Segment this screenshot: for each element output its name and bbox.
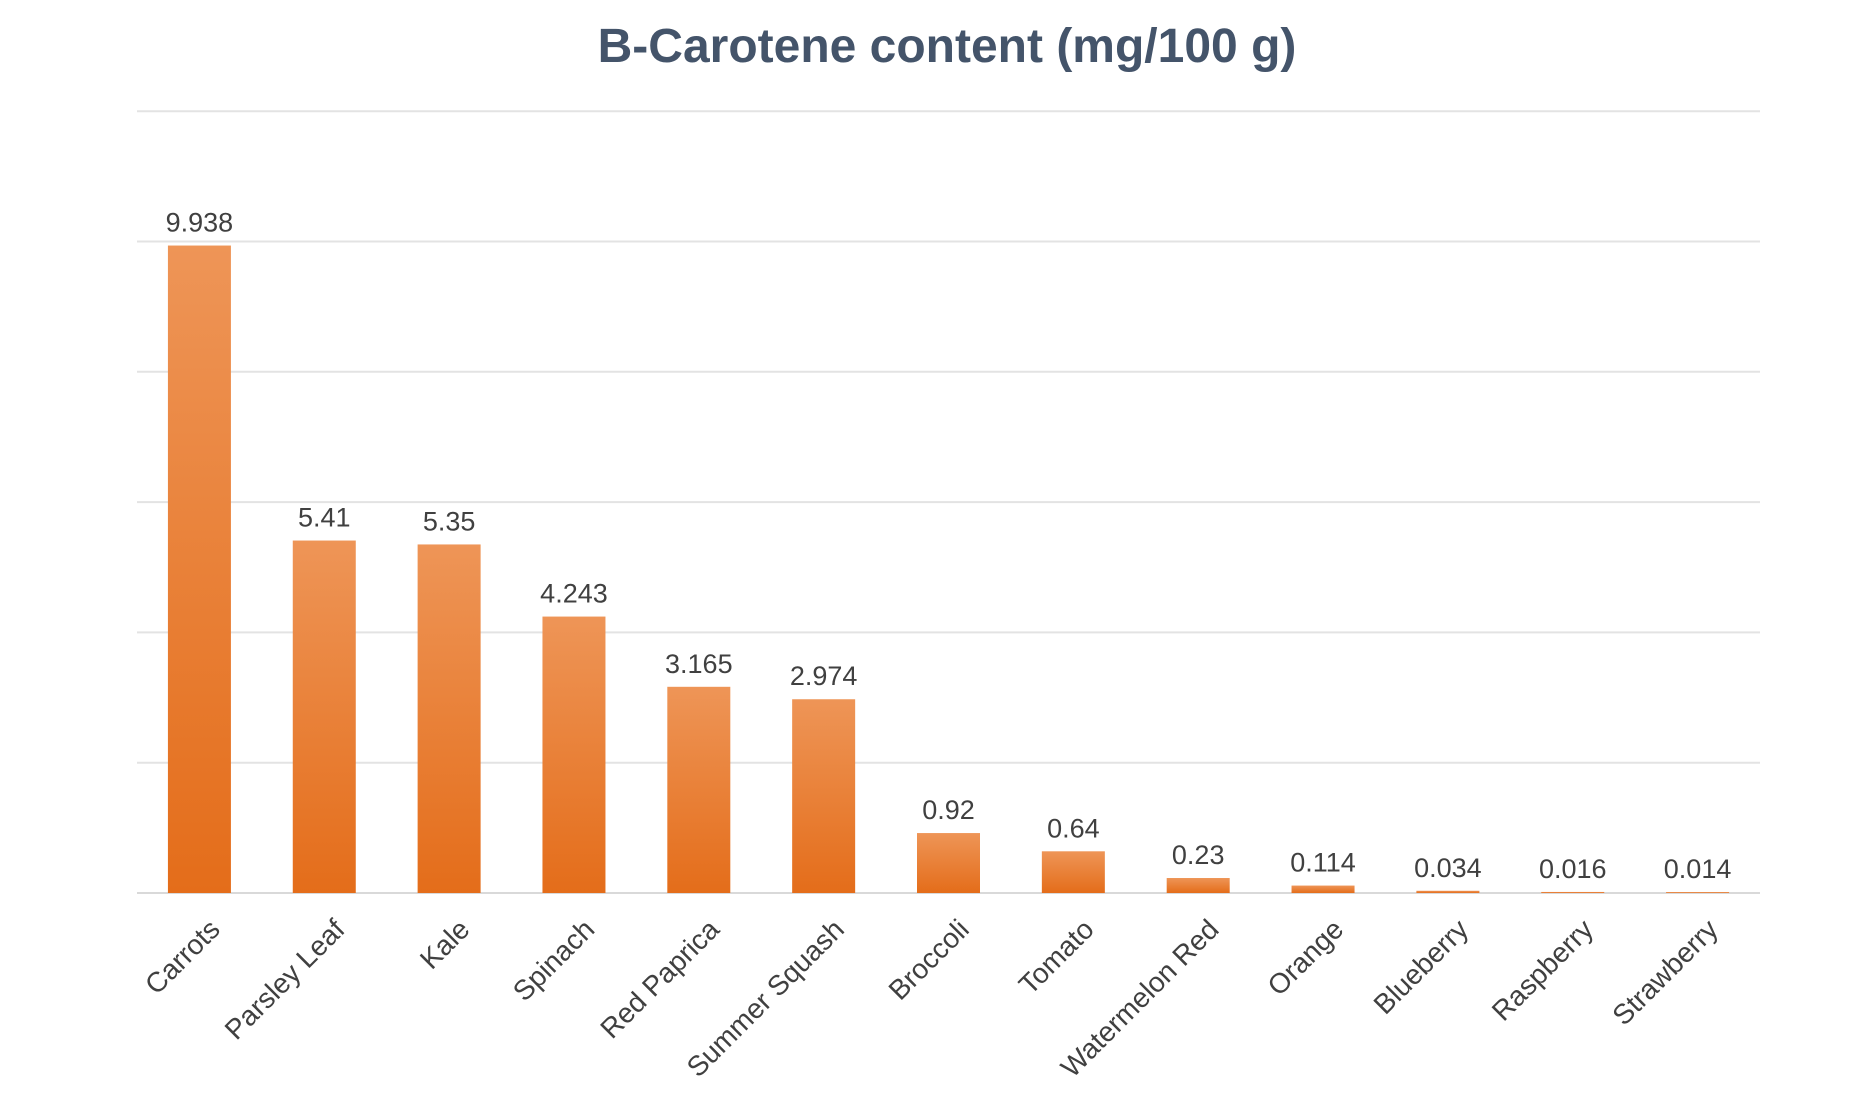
data-label: 5.41: [298, 503, 351, 533]
data-label: 3.165: [665, 649, 733, 679]
bar-kale: [417, 544, 481, 893]
bars: [167, 245, 1730, 893]
data-label: 2.974: [790, 661, 858, 691]
category-label: Raspberry: [1486, 913, 1599, 1026]
data-label: 0.014: [1664, 854, 1732, 884]
category-label: Parsley Leaf: [219, 913, 351, 1045]
bar-parsley-leaf: [292, 540, 356, 893]
bar-spinach: [542, 616, 606, 893]
data-label: 0.034: [1414, 853, 1482, 883]
bar-watermelon-red: [1166, 878, 1230, 893]
data-label: 0.016: [1539, 854, 1607, 884]
bar-broccoli: [917, 833, 980, 893]
data-label: 9.938: [166, 208, 234, 238]
data-label: 5.35: [423, 506, 476, 536]
bar-tomato: [1041, 851, 1105, 893]
category-label: Tomato: [1013, 913, 1100, 1000]
chart-title: B-Carotene content (mg/100 g): [598, 20, 1297, 73]
gridlines: [137, 110, 1760, 894]
data-label: 4.243: [540, 579, 608, 609]
data-label: 0.64: [1047, 813, 1100, 843]
category-label: Red Paprica: [594, 913, 725, 1044]
bar-strawberry: [1666, 892, 1730, 893]
data-label: 0.114: [1290, 848, 1356, 878]
category-label: Blueberry: [1368, 913, 1475, 1020]
category-label: Broccoli: [883, 913, 975, 1005]
data-labels: 9.938 5.41 5.35 4.243 3.165 2.974 0.92 0.64 0.23…: [166, 208, 1732, 885]
bar-raspberry: [1541, 891, 1605, 893]
bar-red-paprica: [667, 686, 731, 893]
data-label: 0.92: [922, 795, 975, 825]
category-label: Strawberry: [1606, 913, 1724, 1031]
category-label: Spinach: [507, 913, 600, 1006]
bar-orange: [1291, 885, 1355, 893]
bar-carrots: [167, 245, 231, 893]
bar-summer-squash: [792, 699, 856, 893]
data-label: 0.23: [1172, 840, 1225, 870]
category-label: Kale: [414, 913, 476, 975]
category-label: Orange: [1261, 913, 1349, 1001]
category-label: Carrots: [139, 913, 226, 1000]
bar-blueberry: [1416, 890, 1480, 893]
